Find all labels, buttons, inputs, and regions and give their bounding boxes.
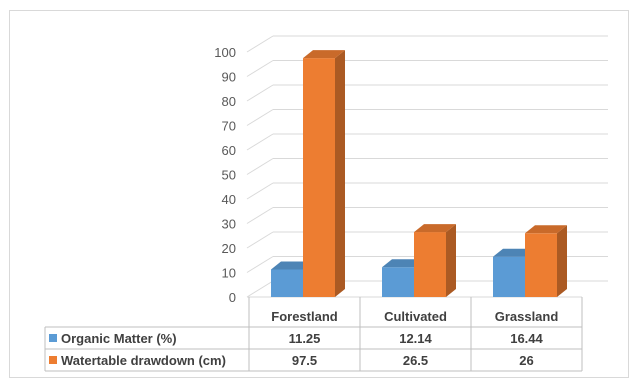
y-tick-label-1: 10 xyxy=(222,266,236,281)
gridline-side-4 xyxy=(246,182,274,200)
table-value-1-1: 26.5 xyxy=(403,353,428,368)
bar-1-2 xyxy=(525,233,557,297)
legend-swatch-1 xyxy=(49,356,57,364)
y-tick-label-7: 70 xyxy=(222,119,236,134)
category-label-0: Forestland xyxy=(271,309,338,324)
bar-side-1-2 xyxy=(557,225,567,297)
bar-top-0-1 xyxy=(382,259,424,268)
table-value-0-0: 11.25 xyxy=(289,331,321,346)
y-tick-label-3: 30 xyxy=(222,217,236,232)
bar-top-1-1 xyxy=(414,224,456,233)
legend-swatch-0 xyxy=(49,334,57,342)
gridline-side-6 xyxy=(246,133,274,151)
gridline-side-9 xyxy=(246,60,274,77)
category-label-1: Cultivated xyxy=(384,309,447,324)
bar-0-2 xyxy=(493,256,525,297)
y-tick-label-10: 100 xyxy=(214,45,236,60)
legend-label-0: Organic Matter (%) xyxy=(61,331,177,346)
y-tick-label-4: 40 xyxy=(222,192,236,207)
y-tick-label-2: 20 xyxy=(222,241,236,256)
bar-side-1-0 xyxy=(335,50,345,297)
gridline-side-5 xyxy=(246,158,274,175)
bar-1-0 xyxy=(303,58,335,297)
y-tick-label-5: 50 xyxy=(222,168,236,183)
bar-1-1 xyxy=(414,232,446,297)
gridline-side-10 xyxy=(246,35,274,53)
bar-top-1-0 xyxy=(303,50,345,59)
y-tick-label-6: 60 xyxy=(222,143,236,158)
gridline-side-1 xyxy=(246,256,274,273)
y-tick-label-8: 80 xyxy=(222,94,236,109)
gridline-side-3 xyxy=(246,207,274,224)
gridline-side-7 xyxy=(246,109,274,126)
gridline-side-0 xyxy=(246,280,274,298)
gridline-side-8 xyxy=(246,84,274,102)
legend-label-1: Watertable drawdown (cm) xyxy=(61,353,226,368)
y-tick-label-0: 0 xyxy=(229,290,236,305)
table-value-0-2: 16.44 xyxy=(510,331,543,346)
table-value-1-2: 26 xyxy=(519,353,533,368)
category-label-2: Grassland xyxy=(495,309,559,324)
bar-0-0 xyxy=(271,269,303,297)
bar-top-0-2 xyxy=(493,248,535,257)
bar-top-1-2 xyxy=(525,225,567,234)
bar-side-1-1 xyxy=(446,224,456,297)
bar-top-0-0 xyxy=(271,261,313,270)
table-value-0-1: 12.14 xyxy=(399,331,432,346)
bar-0-1 xyxy=(382,267,414,297)
y-tick-label-9: 90 xyxy=(222,70,236,85)
gridline-side-2 xyxy=(246,231,274,249)
table-value-1-0: 97.5 xyxy=(292,353,317,368)
